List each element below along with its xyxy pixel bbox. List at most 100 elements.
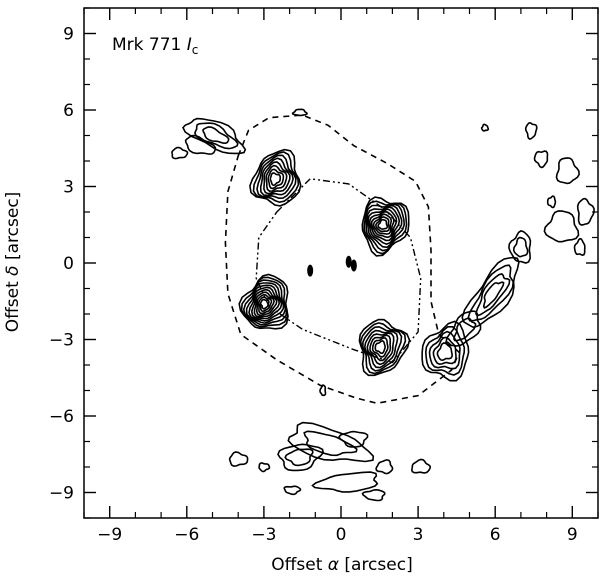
blob-contour (291, 108, 308, 117)
y-tick-labels: −9 −6 −3 0 3 6 9 (49, 25, 74, 504)
blob-contour (277, 443, 325, 472)
knot-contour (256, 293, 275, 315)
blob-contour (184, 134, 217, 155)
x-tick-label: −9 (97, 525, 122, 545)
center-mark (345, 255, 352, 268)
knot-contour (372, 213, 393, 235)
blob-contour (375, 459, 394, 475)
knot-contour (377, 218, 389, 230)
contour-knots (238, 148, 470, 382)
blob-contour (533, 150, 549, 169)
blob-contour (202, 126, 230, 145)
knot-contour (375, 216, 391, 233)
knot-contour (255, 291, 278, 317)
x-tick-labels: −9 −6 −3 0 3 6 9 (97, 525, 578, 545)
knot-contour (366, 332, 395, 366)
isophote-outlines (224, 114, 461, 405)
knot-contour (366, 204, 403, 249)
x-tick-label: −3 (251, 525, 276, 545)
y-tick-label: −9 (49, 484, 74, 504)
knot-contour (257, 296, 273, 313)
blob-contour (228, 451, 249, 467)
blob-contour (445, 310, 482, 347)
blob-contour (524, 121, 538, 140)
knot-contour (362, 325, 403, 372)
y-tick-label: −6 (49, 407, 74, 427)
knot-contour (242, 279, 288, 326)
blob-contour (258, 462, 271, 473)
dashed-isophote (224, 114, 461, 405)
contour-blobs (171, 108, 595, 502)
plot-frame-group (83, 7, 599, 519)
blob-contour (182, 117, 247, 155)
blob-contour (480, 123, 489, 132)
knot-contour (248, 284, 285, 322)
knot-contour (368, 208, 398, 242)
knot-contour (370, 210, 395, 239)
blob-contour (508, 230, 532, 264)
knot-contour (371, 337, 389, 358)
knot-contour (436, 342, 453, 362)
knot-contour (259, 298, 270, 310)
knot-contour (428, 330, 461, 370)
x-tick-label: 6 (490, 525, 501, 545)
blob-contour (410, 458, 432, 474)
blob-contour (287, 421, 375, 463)
center-mark (307, 264, 314, 277)
blob-contour (461, 256, 520, 329)
knot-contour (259, 157, 294, 197)
y-axis-label: Offset δ [arcsec] (3, 192, 23, 333)
plot-frame (83, 7, 599, 519)
knot-contour (253, 288, 281, 318)
blob-contour (546, 195, 557, 209)
x-axis-label: Offset α [arcsec] (271, 555, 412, 575)
x-tick-label: −6 (174, 525, 199, 545)
knot-contour (367, 206, 401, 245)
blob-contour (467, 264, 515, 322)
y-tick-label: 9 (63, 25, 74, 45)
blob-contour (319, 384, 327, 397)
knot-contour (263, 161, 291, 195)
knot-contour (240, 276, 289, 328)
knot-contour (363, 329, 399, 369)
blob-contour (555, 157, 580, 185)
blob-contour (361, 488, 386, 502)
knot-contour (421, 320, 470, 382)
blob-contour (512, 236, 529, 258)
blob-contour (171, 146, 189, 160)
blob-contour (576, 197, 595, 226)
knot-contour (249, 148, 302, 207)
blob-contour (194, 122, 239, 150)
knot-contour (252, 151, 300, 204)
blob-contour (453, 317, 477, 342)
knot-contour (269, 172, 281, 187)
x-tick-label: 3 (413, 525, 424, 545)
center-marks (307, 255, 357, 277)
blob-contour (284, 448, 314, 467)
blob-contour (311, 471, 379, 493)
blob-contour (338, 430, 369, 448)
knot-contour (374, 340, 387, 355)
knot-contour (256, 154, 297, 200)
blob-contour (283, 485, 302, 496)
major-ticks (84, 8, 598, 518)
y-tick-label: 0 (63, 254, 74, 274)
x-tick-label: 9 (567, 525, 578, 545)
y-tick-label: 6 (63, 101, 74, 121)
center-mark (350, 259, 357, 272)
knot-contour (424, 326, 466, 376)
x-tick-label: 0 (336, 525, 347, 545)
knot-contour (265, 164, 288, 193)
knot-contour (365, 203, 406, 252)
knot-contour (369, 334, 392, 362)
blob-contour (482, 281, 505, 309)
knot-contour (238, 273, 289, 330)
y-tick-label: 3 (63, 178, 74, 198)
knot-contour (432, 336, 457, 366)
blob-contour (573, 237, 586, 257)
chart-title: Mrk 771 Ic (112, 35, 198, 57)
minor-ticks (83, 7, 599, 519)
knot-contour (359, 322, 407, 375)
y-tick-label: −3 (49, 331, 74, 351)
